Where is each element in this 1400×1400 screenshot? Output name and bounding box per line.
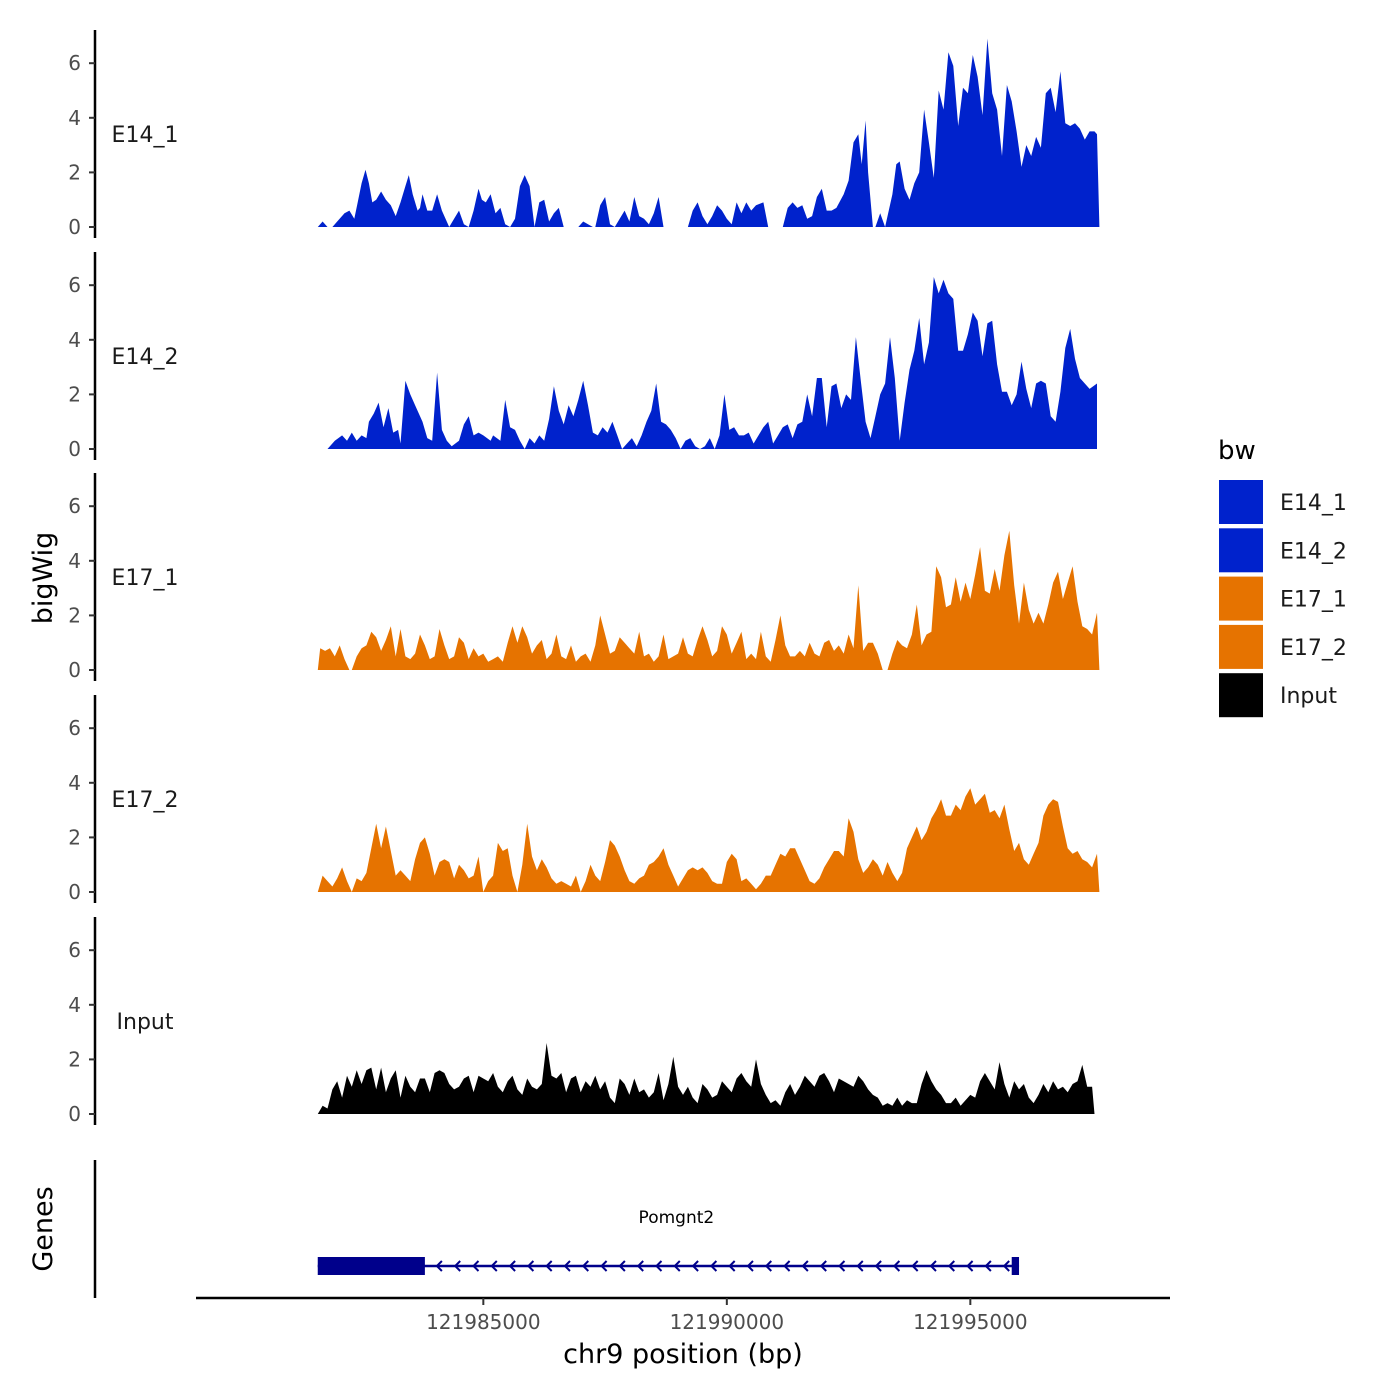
gene-name-label: Pomgnt2: [639, 1208, 715, 1228]
signal-area: [317, 788, 1100, 892]
legend-swatch: [1219, 673, 1263, 718]
y-tick-label: 6: [68, 51, 81, 75]
track-e17-2: 0 2 4 6 E17_2: [68, 695, 1100, 904]
y-tick-label: 2: [68, 825, 81, 849]
y-tick-label: 6: [68, 273, 81, 297]
legend-label: E17_1: [1280, 588, 1347, 613]
legend: bw E14_1 E14_2 E17_1 E17_2 Input: [1218, 436, 1347, 718]
y-tick-label: 0: [68, 437, 81, 461]
strand-arrow: [947, 1260, 955, 1272]
strand-arrow: [691, 1260, 699, 1272]
track-e17-1: 0 2 4 6 E17_1: [68, 473, 1100, 682]
strand-arrow: [1002, 1260, 1010, 1272]
y-tick-label: 2: [68, 1047, 81, 1071]
strand-arrow: [490, 1260, 498, 1272]
signal-area: [317, 530, 1100, 670]
legend-label: E14_2: [1280, 539, 1347, 564]
x-tick-label: 121990000: [670, 1310, 785, 1334]
legend-swatch: [1219, 576, 1263, 621]
legend-item-e14-1: E14_1: [1219, 480, 1347, 524]
gene-exon: [317, 1257, 425, 1275]
y-tick-label: 0: [68, 880, 81, 904]
y-tick-label: 4: [68, 106, 81, 130]
track-label: E14_2: [112, 345, 179, 370]
x-tick-label: 121995000: [913, 1310, 1028, 1334]
y-tick-label: 4: [68, 771, 81, 795]
legend-swatch: [1219, 480, 1263, 524]
signal-area: [317, 1043, 1095, 1114]
y-tick-label: 0: [68, 658, 81, 682]
strand-arrow: [581, 1260, 589, 1272]
y-tick-label: 6: [68, 938, 81, 962]
y-tick-label: 6: [68, 494, 81, 518]
legend-item-input: Input: [1219, 673, 1337, 718]
bigwig-tracks: 0 2 4 6 E14_1 0 2 4 6 E14_2 0 2 4 6 E17_1 0 2 4 6 E17_2 0 2 4 6…: [0, 30, 1100, 1126]
legend-item-e17-1: E17_1: [1219, 576, 1347, 621]
strand-arrow: [783, 1260, 791, 1272]
signal-area: [327, 277, 1097, 449]
track-e14-2: 0 2 4 6 E14_2: [68, 252, 1097, 461]
gene-pomgnt2: Pomgnt2: [317, 1208, 1020, 1275]
legend-label: E14_1: [1280, 491, 1347, 516]
strand-arrow: [472, 1260, 480, 1272]
y-tick-label: 2: [68, 603, 81, 627]
strand-arrow: [728, 1260, 736, 1272]
strand-arrow: [545, 1260, 553, 1272]
gene-exon: [1011, 1257, 1020, 1275]
y-tick-label: 0: [68, 215, 81, 239]
legend-label: E17_2: [1280, 636, 1347, 661]
strand-arrow: [801, 1260, 809, 1272]
strand-arrow: [746, 1260, 754, 1272]
genes-track: Genes Pomgnt2: [28, 1160, 1020, 1298]
y-tick-label: 4: [68, 328, 81, 352]
strand-arrow: [892, 1260, 901, 1272]
strand-arrow: [911, 1260, 919, 1272]
strand-arrow: [600, 1260, 608, 1272]
strand-arrow: [838, 1260, 846, 1272]
strand-arrow: [618, 1260, 626, 1272]
strand-arrow: [453, 1260, 461, 1272]
legend-swatch: [1219, 528, 1263, 573]
strand-arrow: [563, 1260, 571, 1272]
y-tick-label: 4: [68, 993, 81, 1017]
legend-title: bw: [1218, 436, 1256, 466]
strand-arrow: [435, 1260, 443, 1272]
track-e14-1: 0 2 4 6 E14_1: [0, 30, 1100, 239]
y-tick-label: 6: [68, 716, 81, 740]
strand-arrow: [636, 1260, 644, 1272]
legend-label: Input: [1280, 684, 1337, 709]
legend-item-e14-2: E14_2: [1219, 528, 1347, 573]
genes-track-title: Genes: [28, 1186, 59, 1271]
track-label: Input: [117, 1010, 174, 1035]
signal-area: [0, 38, 1100, 227]
y-tick-label: 2: [68, 382, 81, 406]
y-tick-label: 0: [68, 1102, 81, 1126]
track-label: E17_2: [112, 788, 179, 813]
strand-arrow: [856, 1260, 864, 1272]
y-tick-label: 2: [68, 160, 81, 184]
x-tick-label: 121985000: [426, 1310, 541, 1334]
strand-arrow: [819, 1260, 827, 1272]
strand-arrow: [929, 1260, 937, 1272]
x-axis: 121985000 121990000 121995000: [196, 1296, 1170, 1334]
track-label: E14_1: [112, 123, 179, 148]
strand-arrow: [874, 1260, 882, 1272]
strand-arrow: [984, 1260, 992, 1272]
y-tick-label: 4: [68, 549, 81, 573]
strand-arrow: [526, 1260, 535, 1272]
strand-arrow: [764, 1260, 772, 1272]
track-input: 0 2 4 6 Input: [68, 917, 1095, 1126]
track-label: E17_1: [112, 566, 179, 591]
strand-arrow: [709, 1260, 718, 1272]
legend-item-e17-2: E17_2: [1219, 624, 1347, 669]
strand-arrow: [508, 1260, 516, 1272]
y-axis-title: bigWig: [28, 532, 59, 625]
strand-arrow: [655, 1260, 663, 1272]
strand-arrow: [966, 1260, 974, 1272]
x-axis-title: chr9 position (bp): [563, 1339, 803, 1370]
strand-arrow: [673, 1260, 681, 1272]
legend-swatch: [1219, 624, 1263, 669]
